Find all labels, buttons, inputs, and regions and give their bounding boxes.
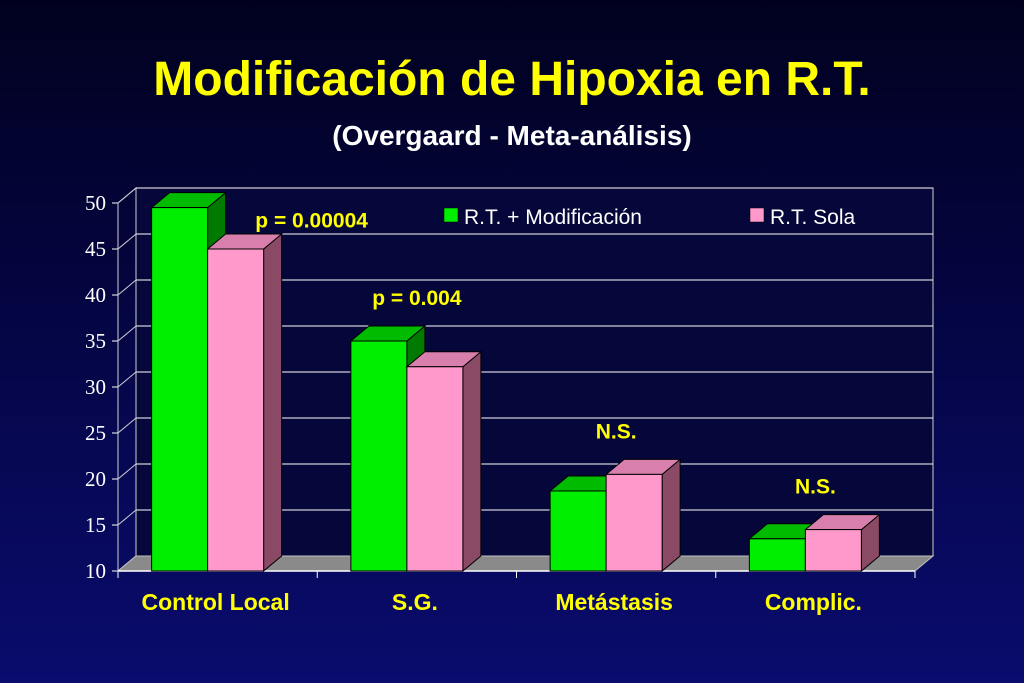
bar-rt-sola-side (462, 350, 482, 573)
legend-label: R.T. Sola (770, 206, 856, 229)
gridline-side (117, 279, 137, 296)
gridline-side (117, 371, 137, 388)
bar-rt-sola (207, 248, 265, 572)
y-tick-label: 10 (85, 559, 106, 583)
y-tick-label: 45 (85, 237, 106, 261)
bar-rt-modificacion (549, 490, 607, 572)
y-tick-label: 35 (85, 329, 106, 353)
y-tick-label: 25 (85, 421, 106, 445)
gridline-side (117, 233, 137, 250)
legend-swatch-rt-modificacion (443, 207, 459, 223)
category-label: Control Local (142, 589, 290, 615)
bar-rt-sola-side (263, 232, 283, 573)
bar-rt-sola (605, 473, 663, 572)
gridline-side (117, 463, 137, 480)
y-tick-label: 30 (85, 375, 106, 399)
y-tick-label: 40 (85, 283, 106, 307)
bar-rt-sola (406, 366, 464, 572)
legend-label: R.T. + Modificación (464, 206, 642, 229)
y-tick-label: 15 (85, 513, 106, 537)
p-value-annotation: N.S. (795, 476, 836, 499)
bar-rt-modificacion (151, 207, 209, 572)
y-tick-label: 20 (85, 467, 106, 491)
gridline-side (117, 417, 137, 434)
bar-rt-sola (804, 529, 862, 572)
category-label: Complic. (765, 589, 862, 615)
chart-subtitle: (Overgaard - Meta-análisis) (332, 120, 692, 151)
y-tick-label: 50 (85, 191, 106, 215)
chart-title: Modificación de Hipoxia en R.T. (153, 53, 871, 106)
gridline-side (117, 509, 137, 526)
bar-rt-sola-side (661, 458, 681, 573)
bar-rt-modificacion (350, 340, 408, 572)
legend-swatch-rt-sola (749, 207, 765, 223)
category-label: Metástasis (555, 589, 673, 615)
p-value-annotation: p = 0.00004 (255, 210, 368, 233)
p-value-annotation: N.S. (596, 420, 637, 443)
category-label: S.G. (392, 589, 438, 615)
gridline-side (117, 325, 137, 342)
p-value-annotation: p = 0.004 (372, 287, 462, 310)
bar-rt-modificacion (748, 538, 806, 572)
